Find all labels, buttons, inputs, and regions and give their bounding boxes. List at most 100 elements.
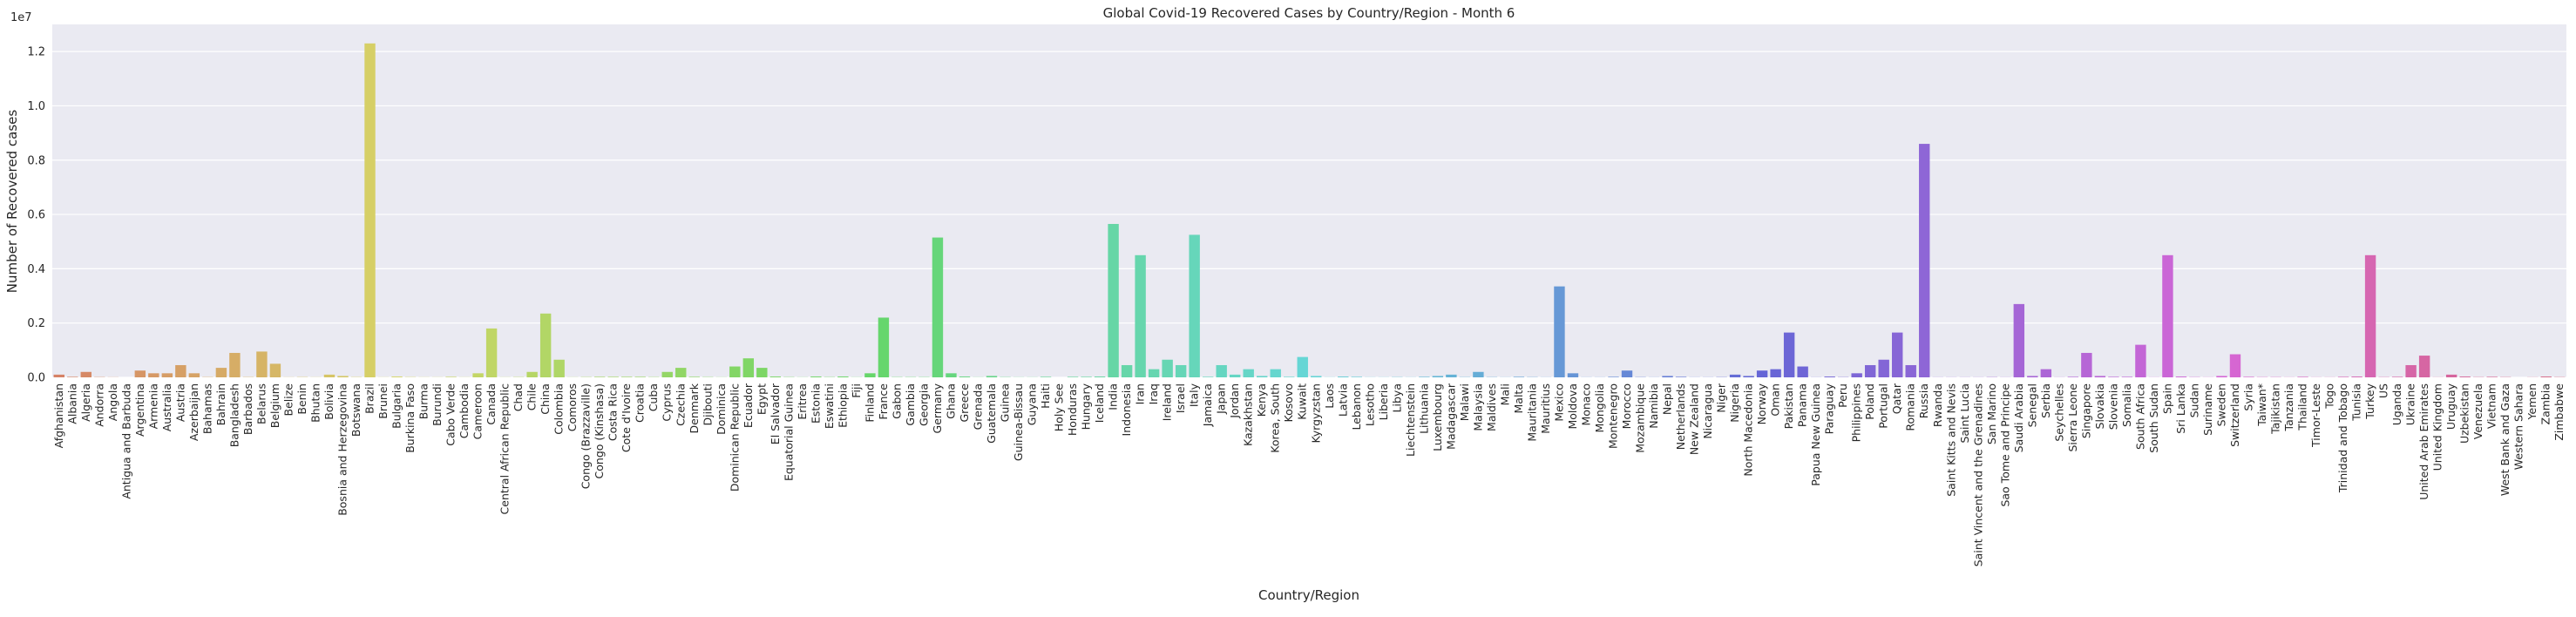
bar-greece [959, 376, 970, 377]
bar-belarus [256, 351, 267, 377]
x-tick-label: Nepal [1661, 383, 1674, 415]
x-tick-label: Jamaica [1201, 383, 1214, 427]
x-tick-label: Malaysia [1471, 383, 1484, 431]
x-tick-label: Singapore [2079, 383, 2092, 438]
x-tick-label: Guatemala [985, 383, 998, 444]
x-tick-label: Sudan [2187, 383, 2200, 417]
bar-somalia [2122, 376, 2132, 377]
bar-colombia [553, 360, 564, 377]
bar-romania [1906, 365, 1916, 377]
x-tick-label: United Arab Emirates [2417, 383, 2430, 500]
y-axis-label: Number of Recovered cases [4, 110, 20, 294]
bar-thailand [2297, 376, 2308, 377]
x-tick-label: Guinea [999, 383, 1012, 422]
bar-chile [526, 372, 537, 377]
x-tick-label: Rwanda [1931, 383, 1944, 427]
bar-trinidad-and-tobago [2338, 376, 2349, 377]
bar-sri-lanka [2176, 376, 2186, 377]
bar-portugal [1879, 360, 1889, 377]
x-tick-label: Czechia [674, 383, 687, 426]
bar-germany [932, 238, 943, 377]
x-tick-label: Egypt [755, 383, 768, 415]
bar-bangladesh [229, 353, 240, 377]
x-tick-label: Mauritius [1539, 383, 1552, 434]
x-tick-label: Taiwan* [2255, 383, 2268, 427]
x-tick-label: Syria [2242, 383, 2255, 411]
x-tick-label: Congo (Kinshasa) [593, 383, 606, 478]
y-tick-label: 1.2 [27, 46, 45, 59]
bar-congo-kinshasa [594, 376, 605, 377]
x-tick-label: Cambodia [458, 383, 471, 438]
x-tick-label: India [1107, 383, 1120, 410]
bar-sierra-leone [2068, 376, 2078, 377]
bar-mexico [1554, 287, 1564, 377]
x-tick-label: Suriname [2201, 383, 2214, 436]
x-tick-label: Chile [525, 383, 539, 411]
x-tick-label: Morocco [1620, 383, 1633, 429]
x-tick-label: Norway [1755, 383, 1768, 424]
bar-canada [486, 329, 497, 377]
x-tick-label: North Macedonia [1742, 383, 1755, 477]
bar-spain [2162, 255, 2173, 377]
bar-argentina [135, 370, 146, 377]
x-tick-label: Turkey [2363, 383, 2376, 419]
x-tick-label: Somalia [2120, 383, 2133, 427]
x-tick-label: Romania [1904, 383, 1917, 431]
x-tick-label: Switzerland [2228, 383, 2241, 447]
x-tick-label: Kuwait [1296, 383, 1309, 420]
x-tick-label: Tunisia [2350, 383, 2363, 422]
x-axis-label: Country/Region [1258, 587, 1359, 603]
x-tick-label: Kyrgyzstan [1309, 383, 1322, 444]
bar-moldova [1568, 373, 1578, 377]
bar-czechia [675, 368, 686, 377]
x-tick-label: Australia [160, 383, 173, 431]
x-tick-label: Djibouti [701, 383, 714, 425]
bar-bolivia [324, 375, 335, 377]
bar-morocco [1622, 370, 1632, 377]
x-tick-label: Lesotho [1363, 383, 1376, 426]
x-tick-label: Sao Tome and Principe [1998, 383, 2011, 507]
x-tick-label: Barbados [241, 383, 254, 435]
x-tick-label: Mexico [1552, 383, 1565, 422]
x-tick-label: Georgia [917, 383, 930, 426]
x-tick-label: Bahamas [200, 383, 214, 434]
bar-italy [1189, 234, 1199, 377]
bar-egypt [756, 368, 767, 377]
x-tick-label: Argentina [133, 383, 146, 437]
x-tick-label: Western Sahara [2512, 383, 2525, 470]
x-tick-label: Laos [1323, 383, 1336, 409]
bar-denmark [689, 376, 700, 377]
x-tick-label: Belarus [254, 383, 268, 424]
x-tick-label: Uzbekistan [2458, 383, 2471, 444]
bar-serbia [2041, 370, 2051, 377]
chart-title: Global Covid-19 Recovered Cases by Count… [1103, 5, 1515, 21]
x-tick-label: Gabon [890, 383, 903, 419]
bar-kazakhstan [1244, 370, 1254, 377]
x-tick-label: Uruguay [2444, 383, 2457, 430]
bar-madagascar [1446, 375, 1456, 377]
bar-saudi-arabia [2014, 304, 2024, 377]
x-tick-label: Comoros [566, 383, 579, 431]
x-tick-label: Benin [295, 383, 308, 415]
x-tick-label: Malawi [1458, 383, 1471, 421]
x-tick-label: Dominica [715, 383, 728, 435]
y-tick-label: 0.2 [27, 317, 45, 330]
x-tick-label: Brunei [376, 383, 390, 419]
x-tick-label: Belize [281, 383, 295, 417]
bar-india [1108, 224, 1118, 377]
bar-brazil [364, 44, 375, 377]
bar-qatar [1892, 333, 1902, 377]
x-tick-label: United Kingdom [2431, 383, 2444, 471]
x-tick-label: Denmark [688, 383, 701, 433]
bar-latvia [1338, 376, 1348, 377]
bar-uzbekistan [2459, 376, 2470, 377]
x-tick-label: Togo [2323, 383, 2336, 410]
x-tick-label: Belgium [268, 383, 281, 428]
x-tick-label: Andorra [92, 383, 105, 427]
x-tick-label: Gambia [904, 383, 917, 426]
x-tick-label: Poland [1863, 383, 1876, 420]
y-tick-label: 0.0 [27, 372, 45, 385]
x-tick-label: Antigua and Barbuda [119, 383, 132, 499]
